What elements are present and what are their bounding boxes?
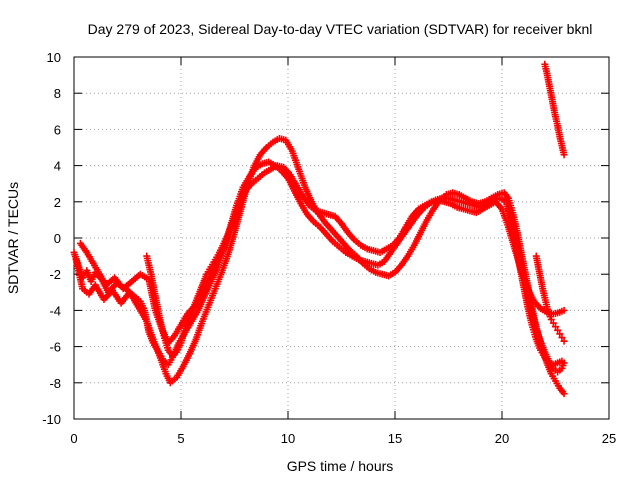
x-tick-label: 5 xyxy=(177,431,184,446)
data-point xyxy=(560,151,568,159)
chart-title: Day 279 of 2023, Sidereal Day-to-day VTE… xyxy=(88,21,593,37)
y-tick-label: -6 xyxy=(49,340,61,355)
x-tick-label: 20 xyxy=(495,431,509,446)
series-track-2 xyxy=(72,134,568,398)
y-tick-label: 4 xyxy=(54,159,61,174)
y-tick-label: -4 xyxy=(49,303,61,318)
y-tick-label: 6 xyxy=(54,122,61,137)
data-point xyxy=(554,326,562,334)
series-track-4 xyxy=(541,60,568,159)
data-markers xyxy=(70,60,568,398)
x-tick-label: 15 xyxy=(388,431,402,446)
y-tick-label: 2 xyxy=(54,195,61,210)
data-point xyxy=(558,334,566,342)
series-track-3 xyxy=(76,162,568,347)
data-point xyxy=(558,357,566,365)
data-point xyxy=(547,315,555,323)
series-track-7 xyxy=(532,252,568,345)
x-axis-title: GPS time / hours xyxy=(287,458,394,474)
y-tick-label: 8 xyxy=(54,86,61,101)
data-point xyxy=(237,198,245,206)
data-point xyxy=(556,330,564,338)
data-point xyxy=(552,323,559,331)
series-track-1 xyxy=(70,158,568,376)
y-tick-label: 0 xyxy=(54,231,61,246)
y-tick-label: -8 xyxy=(49,376,61,391)
y-tick-label: -10 xyxy=(42,412,61,427)
data-point xyxy=(549,319,557,327)
grid-lines xyxy=(74,57,609,419)
y-axis-title: SDTVAR / TECUs xyxy=(5,182,21,294)
series-track-6 xyxy=(502,198,566,369)
x-tick-label: 25 xyxy=(602,431,616,446)
x-tick-label: 10 xyxy=(281,431,295,446)
y-tick-label: -2 xyxy=(49,267,61,282)
series-track-5 xyxy=(143,198,245,360)
x-tick-labels: 0 5 10 15 20 25 xyxy=(70,431,616,446)
y-tick-label: 10 xyxy=(47,50,61,65)
y-tick-labels: -10 -8 -6 -4 -2 0 2 4 6 8 10 xyxy=(42,50,61,427)
x-tick-label: 0 xyxy=(70,431,77,446)
data-point xyxy=(560,306,568,314)
x-tick-marks xyxy=(73,57,610,419)
data-point xyxy=(560,390,568,398)
data-point xyxy=(560,337,568,345)
